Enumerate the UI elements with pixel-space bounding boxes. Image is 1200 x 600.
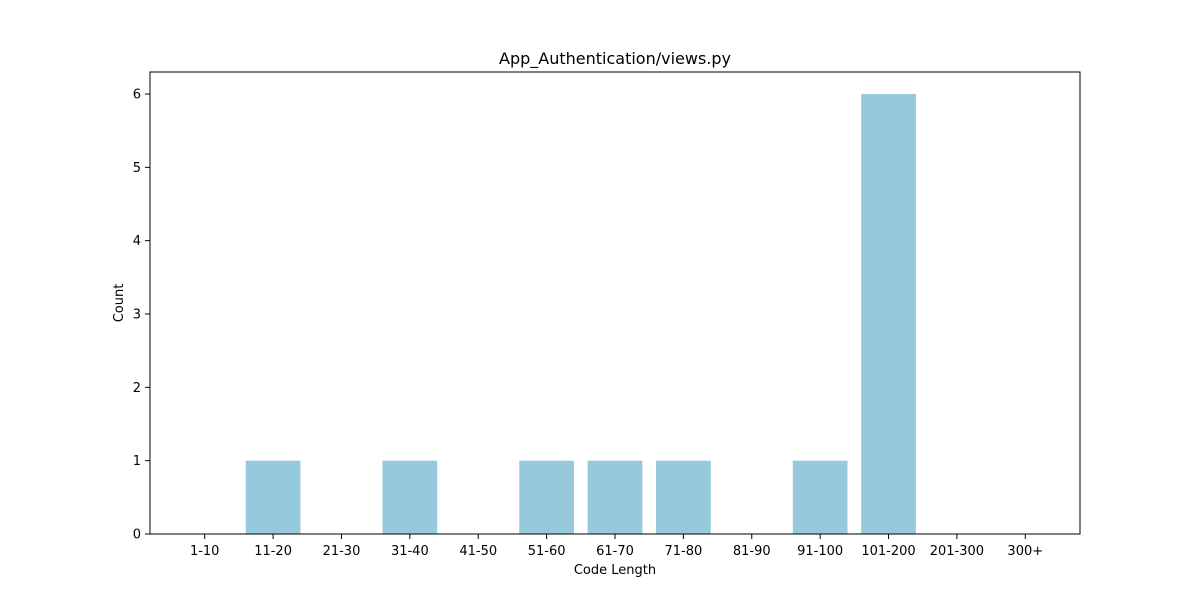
x-tick-label: 11-20 xyxy=(254,544,292,559)
x-tick-label: 101-200 xyxy=(861,544,915,559)
y-tick-label: 0 xyxy=(133,528,141,543)
y-tick-label: 2 xyxy=(133,381,141,396)
x-tick-label: 71-80 xyxy=(664,544,702,559)
bar-91-100 xyxy=(792,460,848,534)
y-tick-label: 1 xyxy=(133,454,141,469)
bars-group xyxy=(245,94,916,534)
x-tick-label: 201-300 xyxy=(930,544,984,559)
bar-51-60 xyxy=(519,460,574,534)
chart-title: App_Authentication/views.py xyxy=(499,49,731,69)
x-axis-ticks: 1-10 11-20 21-30 31-40 41-50 51-60 61-70 71-80 8… xyxy=(190,534,1043,559)
bar-61-70 xyxy=(587,460,643,534)
y-tick-label: 4 xyxy=(133,234,141,249)
x-tick-label: 31-40 xyxy=(391,544,429,559)
x-tick-label: 81-90 xyxy=(733,544,771,559)
x-tick-label: 41-50 xyxy=(459,544,497,559)
x-tick-label: 1-10 xyxy=(190,544,220,559)
x-tick-label: 61-70 xyxy=(596,544,634,559)
x-tick-label: 300+ xyxy=(1007,544,1043,559)
x-axis-label: Code Length xyxy=(574,563,656,578)
y-axis-label: Count xyxy=(112,284,127,323)
x-tick-label: 51-60 xyxy=(528,544,566,559)
bar-101-200 xyxy=(861,94,916,534)
x-tick-label: 21-30 xyxy=(323,544,361,559)
x-tick-label: 91-100 xyxy=(797,544,843,559)
bar-71-80 xyxy=(656,460,711,534)
bar-31-40 xyxy=(382,460,438,534)
bar-11-20 xyxy=(245,460,301,534)
y-tick-label: 5 xyxy=(133,161,141,176)
y-tick-label: 6 xyxy=(133,88,141,103)
y-axis-ticks: 0 1 2 3 4 5 6 xyxy=(133,88,150,543)
y-tick-label: 3 xyxy=(133,308,141,323)
plot-area-frame xyxy=(149,71,1081,535)
